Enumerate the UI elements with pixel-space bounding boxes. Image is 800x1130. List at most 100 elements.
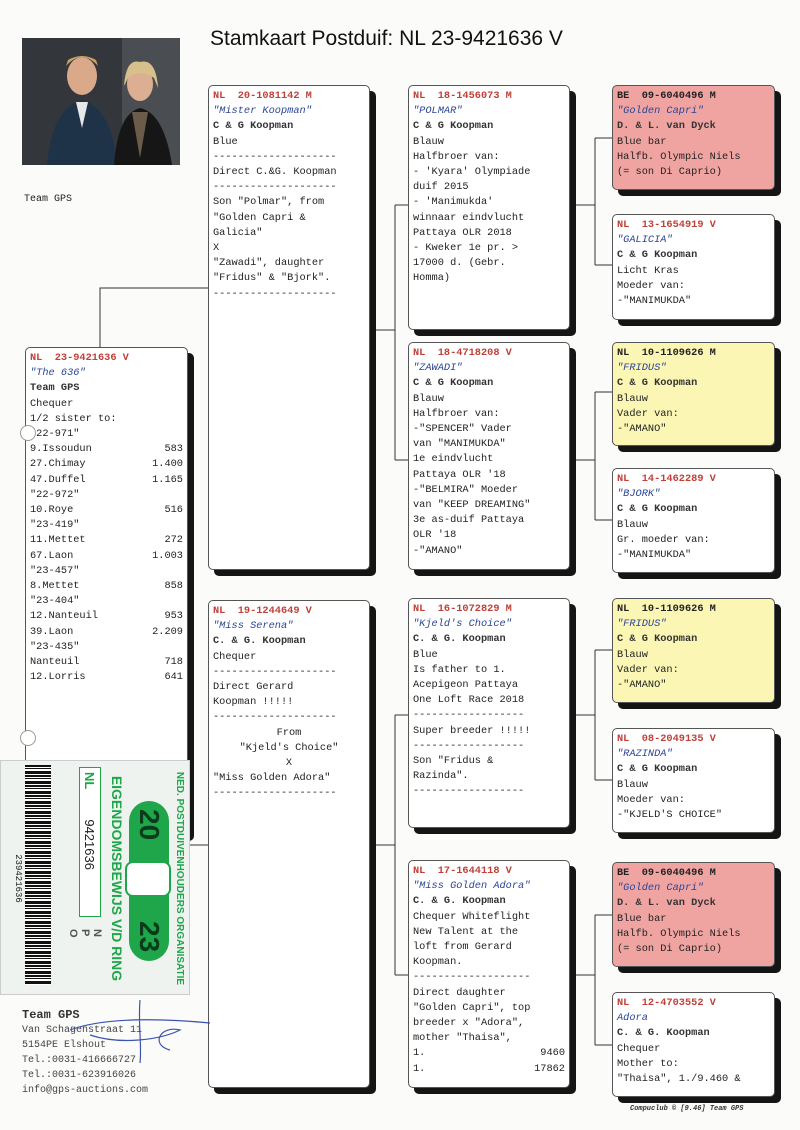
ancestor-card[interactable]: NL 14-1462289 V "BJORK" C & G Koopman Blauw… <box>612 468 775 573</box>
pigeon-name: "Golden Capri" <box>617 105 704 118</box>
info-line: "23-435" <box>30 640 183 655</box>
info-text: -------------------- <box>213 287 337 300</box>
info-line: (= son Di Caprio) <box>617 942 770 957</box>
info-line: -------------------- <box>213 150 365 165</box>
address-tel1: Tel.:0031-416666727 <box>22 1055 137 1066</box>
info-text: Halfb. Olympic Niels <box>617 150 741 163</box>
ancestor-card[interactable]: NL 18-4718208 V "ZAWADI" C & G Koopman Blau… <box>408 342 570 570</box>
info-text: Chequer Whiteflight <box>413 910 531 923</box>
address-email[interactable]: info@gps-auctions.com <box>22 1085 149 1096</box>
info-text: Gr. moeder van: <box>617 533 710 546</box>
info-line: Chequer <box>617 1042 770 1057</box>
info-value: 1.003 <box>152 549 183 562</box>
ancestor-card[interactable]: NL 12-4703552 V Adora C. & G. Koopman Chequ… <box>612 992 775 1097</box>
info-line: Blauw <box>413 392 565 407</box>
ancestor-card[interactable]: NL 08-2049135 V "RAZINDA" C & G Koopman Bla… <box>612 728 775 833</box>
info-text: Blauw <box>617 778 648 791</box>
info-text: Pattaya OLR 2018 <box>413 226 512 239</box>
info-line: van "KEEP DREAMING" <box>413 498 565 513</box>
ring-card-doc: EIGENDOMSBEWIJS V/D RING <box>109 775 125 982</box>
breeder: C. & G. Koopman <box>213 635 306 648</box>
info-line: Acepigeon Pattaya <box>413 678 565 693</box>
info-text: "Fridus" & "Bjork". <box>213 272 331 285</box>
ring-number: NL 10-1109626 M <box>617 347 716 359</box>
info-text: 11.Mettet <box>30 534 86 547</box>
info-line: mother "Thaisa", <box>413 1031 565 1046</box>
ancestor-card[interactable]: NL 20-1081142 M "Mister Koopman" C & G Koo… <box>208 85 370 570</box>
info-line: 1. 9460 <box>413 1046 565 1061</box>
info-line: 27.Chimay 1.400 <box>30 457 183 472</box>
breeder: C & G Koopman <box>617 633 698 646</box>
info-line: "22-972" <box>30 488 183 503</box>
info-text: Blue bar <box>617 135 667 148</box>
barcode-number: 239421636 <box>13 854 23 903</box>
pigeon-name: "Miss Golden Adora" <box>413 880 531 893</box>
subject-pigeon-card[interactable]: NL 23-9421636 V "The 636" Team GPS Chequer 1… <box>25 347 188 835</box>
info-line: -------------------- <box>213 710 365 725</box>
info-text: 1e eindvlucht <box>413 453 494 466</box>
ancestor-card[interactable]: NL 18-1456073 M "POLMAR" C & G Koopman Blau… <box>408 85 570 330</box>
info-line: -------------------- <box>213 786 365 801</box>
info-line: ------------------ <box>413 708 565 723</box>
photo-figures <box>22 38 180 165</box>
info-line: Blue <box>413 648 565 663</box>
info-line: Halfbroer van: <box>413 150 565 165</box>
info-value: 718 <box>164 656 183 669</box>
ancestor-card[interactable]: BE 09-6040496 M "Golden Capri" D. & L. van… <box>612 85 775 190</box>
info-value: 2.209 <box>152 625 183 638</box>
info-text: 1/2 sister to: <box>30 412 117 425</box>
ancestor-card[interactable]: NL 19-1244649 V "Miss Serena" C. & G. Koop… <box>208 600 370 1088</box>
pigeon-name: "FRIDUS" <box>617 618 667 631</box>
address-tel2: Tel.:0031-623916026 <box>22 1070 137 1081</box>
info-text: -------------------- <box>213 665 337 678</box>
ancestor-card[interactable]: NL 16-1072829 M "Kjeld's Choice" C. & G. K… <box>408 598 570 828</box>
info-line: -"AMANO" <box>617 678 770 693</box>
info-line: "23-404" <box>30 594 183 609</box>
breeder: C. & G. Koopman <box>617 1027 710 1040</box>
info-text: "23-419" <box>30 519 80 532</box>
info-text: "Golden Capri & <box>213 211 306 224</box>
info-text: 17000 d. (Gebr. <box>413 257 506 270</box>
info-line: Blue bar <box>617 135 770 150</box>
info-line: Halfbroer van: <box>413 407 565 422</box>
info-text: -"KJELD'S CHOICE" <box>617 809 723 822</box>
signature <box>69 999 211 1064</box>
info-line: 1e eindvlucht <box>413 452 565 467</box>
ring-number: NL 12-4703552 V <box>617 997 716 1009</box>
ancestor-card[interactable]: NL 10-1109626 M "FRIDUS" C & G Koopman Blau… <box>612 342 775 446</box>
info-text: Halfb. Olympic Niels <box>617 927 741 940</box>
info-text: mother "Thaisa", <box>413 1032 512 1045</box>
npo-letter: N <box>91 929 103 937</box>
breeder: C & G Koopman <box>617 503 698 516</box>
ancestor-card[interactable]: NL 10-1109626 M "FRIDUS" C & G Koopman Blau… <box>612 598 775 703</box>
info-line: Moeder van: <box>617 793 770 808</box>
info-text: Koopman. <box>413 956 463 969</box>
info-text: "Kjeld's Choice" <box>239 741 339 754</box>
info-line: One Loft Race 2018 <box>413 693 565 708</box>
breeder: C & G Koopman <box>213 120 294 133</box>
info-text: -"MANIMUKDA" <box>617 295 692 308</box>
info-line: "Kjeld's Choice" <box>213 741 365 756</box>
breeder: D. & L. van Dyck <box>617 897 716 910</box>
ancestor-card[interactable]: BE 09-6040496 M "Golden Capri" D. & L. van… <box>612 862 775 967</box>
info-line: OLR '18 <box>413 528 565 543</box>
pigeon-name: "Golden Capri" <box>617 882 704 895</box>
info-line: Homma) <box>413 271 565 286</box>
pigeon-name: "GALICIA" <box>617 234 673 247</box>
info-line: -"AMANO" <box>617 422 770 437</box>
info-text: Blauw <box>413 135 444 148</box>
info-line: Blue <box>213 135 365 150</box>
info-line: Mother to: <box>617 1057 770 1072</box>
info-line: Vader van: <box>617 407 770 422</box>
ancestor-card[interactable]: NL 13-1654919 V "GALICIA" C & G Koopman Lic… <box>612 214 775 320</box>
info-line: ------------------ <box>413 739 565 754</box>
info-text: 12.Lorris <box>30 671 86 684</box>
info-text: "22-972" <box>30 488 80 501</box>
info-text: "23-435" <box>30 640 80 653</box>
footer-credit: Compuclub © [9.46] Team GPS <box>630 1105 744 1113</box>
info-text: Son "Polmar", from <box>213 196 325 209</box>
ancestor-card[interactable]: NL 17-1644118 V "Miss Golden Adora" C. & G… <box>408 860 570 1088</box>
info-line: Galicia" <box>213 226 365 241</box>
info-line: loft from Gerard <box>413 940 565 955</box>
info-line: Direct Gerard <box>213 680 365 695</box>
